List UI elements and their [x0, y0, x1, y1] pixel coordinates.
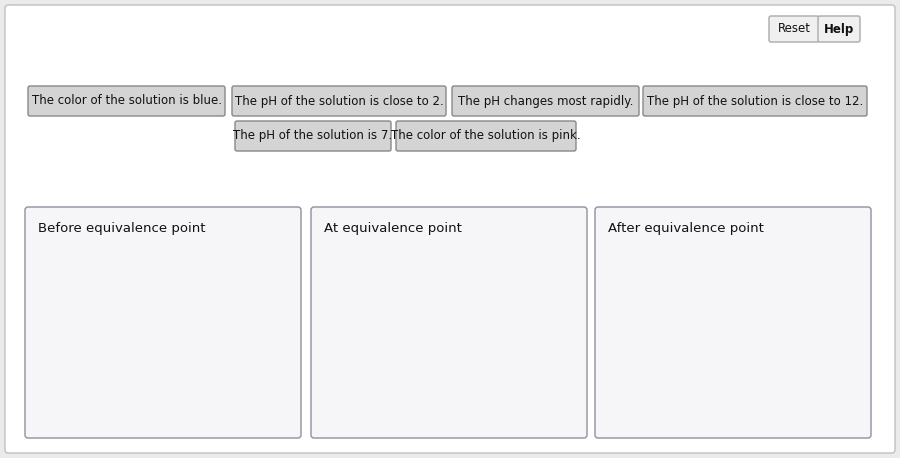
- Text: Reset: Reset: [778, 22, 811, 36]
- FancyBboxPatch shape: [769, 16, 819, 42]
- Text: Help: Help: [824, 22, 854, 36]
- FancyBboxPatch shape: [595, 207, 871, 438]
- Text: The color of the solution is blue.: The color of the solution is blue.: [32, 94, 221, 108]
- Text: After equivalence point: After equivalence point: [608, 222, 764, 235]
- Text: The pH of the solution is 7.: The pH of the solution is 7.: [233, 130, 392, 142]
- FancyBboxPatch shape: [396, 121, 576, 151]
- Text: Before equivalence point: Before equivalence point: [38, 222, 205, 235]
- FancyBboxPatch shape: [643, 86, 867, 116]
- Text: At equivalence point: At equivalence point: [324, 222, 462, 235]
- FancyBboxPatch shape: [5, 5, 895, 453]
- FancyBboxPatch shape: [28, 86, 225, 116]
- FancyBboxPatch shape: [311, 207, 587, 438]
- Text: The color of the solution is pink.: The color of the solution is pink.: [392, 130, 580, 142]
- FancyBboxPatch shape: [818, 16, 860, 42]
- Text: The pH of the solution is close to 12.: The pH of the solution is close to 12.: [647, 94, 863, 108]
- Text: The pH of the solution is close to 2.: The pH of the solution is close to 2.: [235, 94, 444, 108]
- FancyBboxPatch shape: [25, 207, 301, 438]
- FancyBboxPatch shape: [235, 121, 391, 151]
- Text: The pH changes most rapidly.: The pH changes most rapidly.: [458, 94, 634, 108]
- FancyBboxPatch shape: [452, 86, 639, 116]
- FancyBboxPatch shape: [232, 86, 446, 116]
